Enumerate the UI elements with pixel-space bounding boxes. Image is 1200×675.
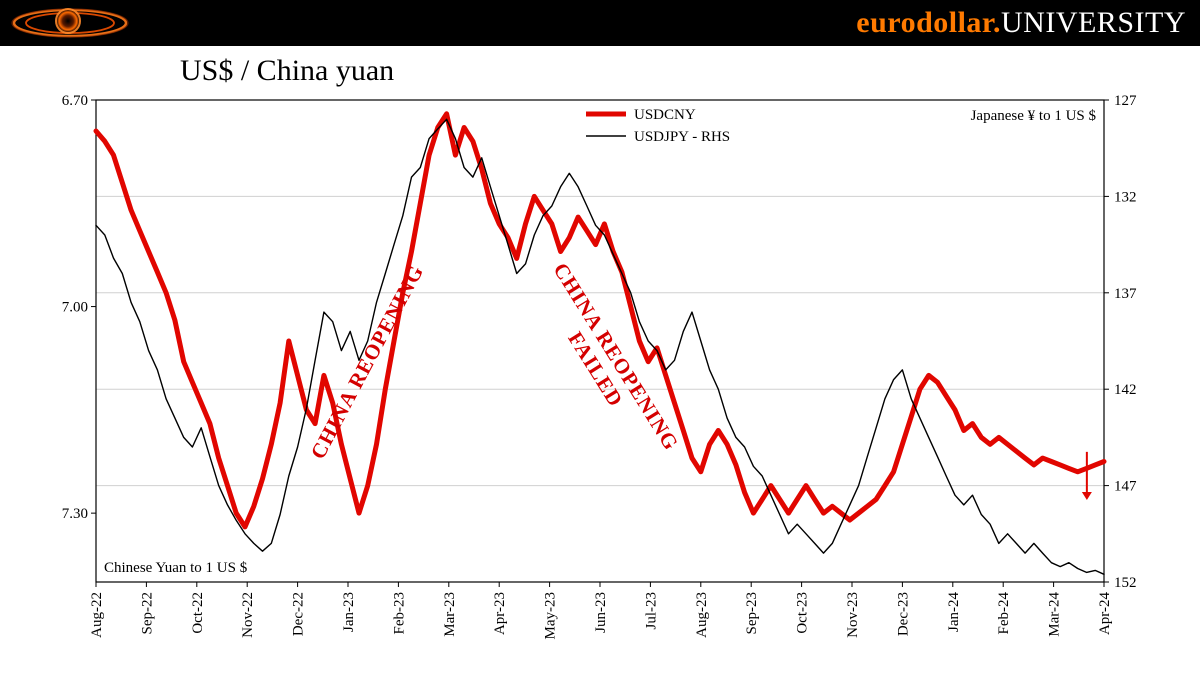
svg-text:142: 142 — [1114, 382, 1137, 398]
svg-text:Dec-23: Dec-23 — [895, 592, 911, 636]
svg-text:127: 127 — [1114, 94, 1137, 109]
svg-text:CHINA REOPENING: CHINA REOPENING — [549, 259, 684, 455]
svg-text:Japanese ¥ to 1 US $: Japanese ¥ to 1 US $ — [971, 108, 1097, 124]
svg-text:Feb-23: Feb-23 — [391, 592, 407, 635]
svg-text:Feb-24: Feb-24 — [996, 592, 1012, 635]
header-bar: eurodollar.UNIVERSITY — [0, 0, 1200, 46]
svg-text:Jun-23: Jun-23 — [593, 592, 609, 633]
svg-text:Oct-22: Oct-22 — [190, 592, 206, 634]
chart-title: US$ / China yuan — [180, 54, 394, 88]
svg-text:Nov-22: Nov-22 — [240, 592, 256, 638]
svg-text:6.70: 6.70 — [62, 94, 88, 109]
svg-text:Apr-23: Apr-23 — [492, 592, 508, 635]
svg-text:147: 147 — [1114, 479, 1137, 495]
svg-text:Jan-23: Jan-23 — [341, 592, 357, 632]
svg-text:Nov-23: Nov-23 — [845, 592, 861, 638]
svg-text:CHINA REOPENING: CHINA REOPENING — [306, 261, 429, 463]
svg-text:152: 152 — [1114, 575, 1137, 591]
svg-text:Sep-22: Sep-22 — [139, 592, 155, 635]
black-hole-icon — [6, 3, 134, 43]
brand-text: eurodollar.UNIVERSITY — [856, 6, 1186, 40]
svg-text:7.00: 7.00 — [62, 300, 88, 316]
line-chart: 6.70 7.00 7.30 127 132 137 142 147 152 Aug-22 Sep-… — [40, 94, 1160, 654]
svg-text:May-23: May-23 — [543, 592, 559, 640]
svg-text:Sep-23: Sep-23 — [744, 592, 760, 635]
logo — [6, 3, 134, 43]
svg-text:Jan-24: Jan-24 — [946, 592, 962, 632]
svg-text:USDCNY: USDCNY — [634, 107, 696, 123]
brand-right: UNIVERSITY — [1001, 6, 1186, 39]
svg-text:132: 132 — [1114, 189, 1137, 205]
svg-text:Apr-24: Apr-24 — [1097, 592, 1113, 636]
chart-container: 6.70 7.00 7.30 127 132 137 142 147 152 Aug-22 Sep-… — [40, 94, 1160, 654]
svg-text:Jul-23: Jul-23 — [643, 592, 659, 630]
svg-text:Aug-23: Aug-23 — [694, 592, 710, 638]
svg-text:Mar-24: Mar-24 — [1047, 592, 1063, 637]
svg-text:Oct-23: Oct-23 — [795, 592, 811, 634]
svg-text:Mar-23: Mar-23 — [442, 592, 458, 637]
svg-text:Chinese Yuan to 1 US $: Chinese Yuan to 1 US $ — [104, 560, 248, 576]
svg-text:Aug-22: Aug-22 — [89, 592, 105, 638]
svg-text:USDJPY - RHS: USDJPY - RHS — [634, 129, 730, 145]
svg-text:7.30: 7.30 — [62, 506, 88, 522]
svg-text:Dec-22: Dec-22 — [291, 592, 307, 636]
svg-text:137: 137 — [1114, 286, 1137, 302]
brand-left: eurodollar. — [856, 6, 1001, 39]
